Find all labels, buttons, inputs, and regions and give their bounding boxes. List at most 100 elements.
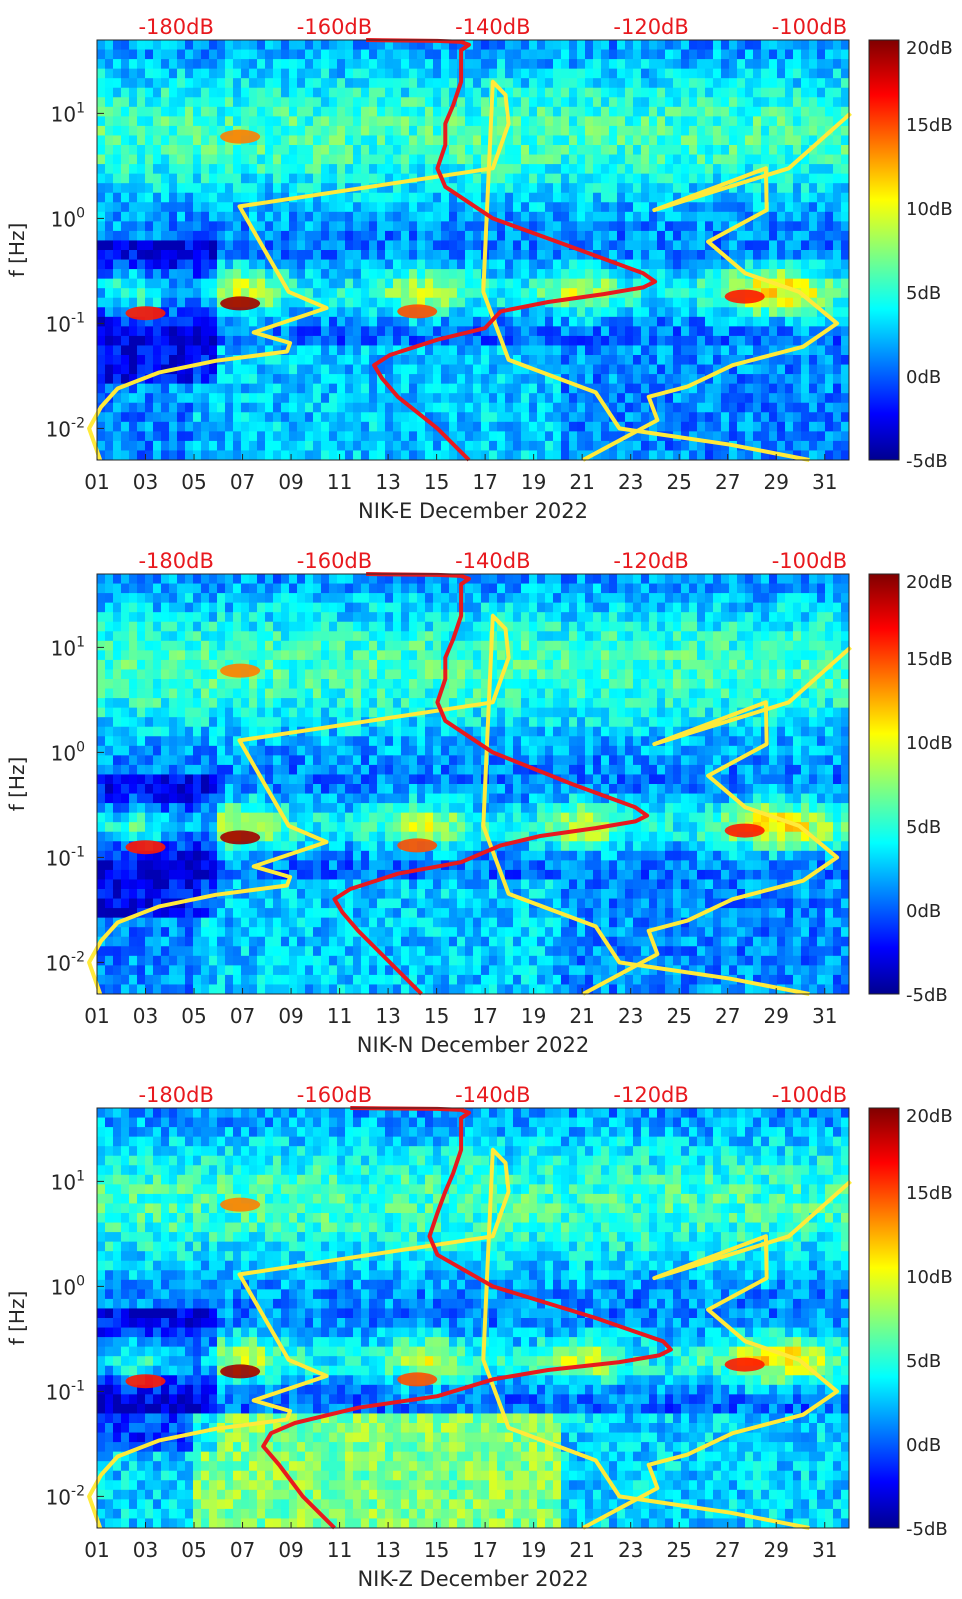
heatmap-cell xyxy=(329,440,338,451)
heatmap-cell xyxy=(537,135,546,146)
heatmap-cell xyxy=(289,316,298,327)
heatmap-cell xyxy=(97,288,106,299)
heatmap-cell xyxy=(225,145,234,155)
heatmap-cell xyxy=(425,421,434,432)
heatmap-cell xyxy=(673,402,682,413)
heatmap-cell xyxy=(209,297,218,308)
heatmap-cell xyxy=(553,116,562,127)
heatmap-cell xyxy=(345,355,354,365)
heatmap-cell xyxy=(209,374,218,385)
heatmap-cell xyxy=(617,106,626,117)
heatmap-cell xyxy=(153,288,162,299)
heatmap-cell xyxy=(545,154,554,165)
heatmap-cell xyxy=(769,125,778,136)
heatmap-cell xyxy=(521,355,530,365)
heatmap-cell xyxy=(433,278,442,289)
heatmap-cell xyxy=(601,154,610,165)
heatmap-cell xyxy=(225,602,234,613)
heatmap-cell xyxy=(137,860,146,871)
heatmap-cell xyxy=(465,431,474,442)
x-tick-label: 21 xyxy=(569,470,594,494)
heatmap-cell xyxy=(473,402,482,413)
heatmap-cell xyxy=(425,164,434,175)
heatmap-cell xyxy=(97,345,106,356)
heatmap-cell xyxy=(401,297,410,308)
heatmap-cell xyxy=(593,345,602,356)
heatmap-cell xyxy=(97,927,106,938)
heatmap-cell xyxy=(193,602,202,613)
heatmap-cell xyxy=(609,326,618,337)
heatmap-cell xyxy=(457,307,466,318)
heatmap-cell xyxy=(161,688,170,699)
heatmap-cell xyxy=(785,230,794,241)
heatmap-cell xyxy=(185,755,194,766)
heatmap-cell xyxy=(561,450,570,461)
heatmap-cell xyxy=(817,374,826,385)
heatmap-cell xyxy=(729,250,738,260)
heatmap-cell xyxy=(521,288,530,299)
heatmap-cell xyxy=(633,135,642,146)
heatmap-cell xyxy=(489,431,498,442)
heatmap-cell xyxy=(129,917,138,928)
heatmap-cell xyxy=(201,250,210,260)
heatmap-cell xyxy=(593,154,602,165)
heatmap-cell xyxy=(217,145,226,155)
heatmap-cell xyxy=(297,97,306,108)
heatmap-cell xyxy=(209,431,218,442)
heatmap-cell xyxy=(209,145,218,155)
heatmap-cell xyxy=(753,431,762,442)
heatmap-cell xyxy=(161,764,170,775)
heatmap-cell xyxy=(457,374,466,385)
heatmap-cell xyxy=(665,374,674,385)
heatmap-cell xyxy=(193,812,202,823)
heatmap-cell xyxy=(321,288,330,299)
heatmap-cell xyxy=(113,192,122,203)
heatmap-cell xyxy=(657,78,666,89)
heatmap-cell xyxy=(185,278,194,289)
heatmap-cell xyxy=(233,307,242,318)
heatmap-cell xyxy=(497,106,506,117)
heatmap-cell xyxy=(497,40,506,50)
heatmap-cell xyxy=(281,250,290,260)
heatmap-cell xyxy=(233,240,242,251)
heatmap-cell xyxy=(801,97,810,108)
heatmap-cell xyxy=(217,106,226,117)
heatmap-cell xyxy=(345,278,354,289)
heatmap-cell xyxy=(161,164,170,175)
heatmap-cell xyxy=(113,774,122,785)
heatmap-cell xyxy=(449,345,458,356)
heatmap-cell xyxy=(585,221,594,232)
heatmap-cell xyxy=(705,78,714,89)
heatmap-cell xyxy=(369,240,378,251)
heatmap-cell xyxy=(657,87,666,98)
heatmap-cell xyxy=(209,908,218,919)
heatmap-cell xyxy=(129,383,138,394)
heatmap-cell xyxy=(761,383,770,394)
heatmap-cell xyxy=(433,355,442,365)
heatmap-cell xyxy=(281,135,290,146)
heatmap-cell xyxy=(241,87,250,98)
heatmap-cell xyxy=(225,421,234,432)
heatmap-cell xyxy=(305,364,314,375)
heatmap-cell xyxy=(233,335,242,346)
heatmap-cell xyxy=(153,192,162,203)
heatmap-cell xyxy=(97,774,106,785)
heatmap-cell xyxy=(361,297,370,308)
heatmap-cell xyxy=(825,116,834,127)
heatmap-cell xyxy=(689,116,698,127)
heatmap-cell xyxy=(161,383,170,394)
heatmap-cell xyxy=(209,984,218,995)
heatmap-cell xyxy=(257,116,266,127)
heatmap-cell xyxy=(209,125,218,136)
heatmap-cell xyxy=(153,154,162,165)
heatmap-cell xyxy=(777,145,786,155)
heatmap-cell xyxy=(137,116,146,127)
heatmap-cell xyxy=(809,87,818,98)
heatmap-cell xyxy=(617,402,626,413)
heatmap-cell xyxy=(809,116,818,127)
heatmap-cell xyxy=(377,173,386,184)
heatmap-cell xyxy=(593,364,602,375)
heatmap-cell xyxy=(473,278,482,289)
heatmap-cell xyxy=(305,211,314,222)
heatmap-cell xyxy=(705,345,714,356)
